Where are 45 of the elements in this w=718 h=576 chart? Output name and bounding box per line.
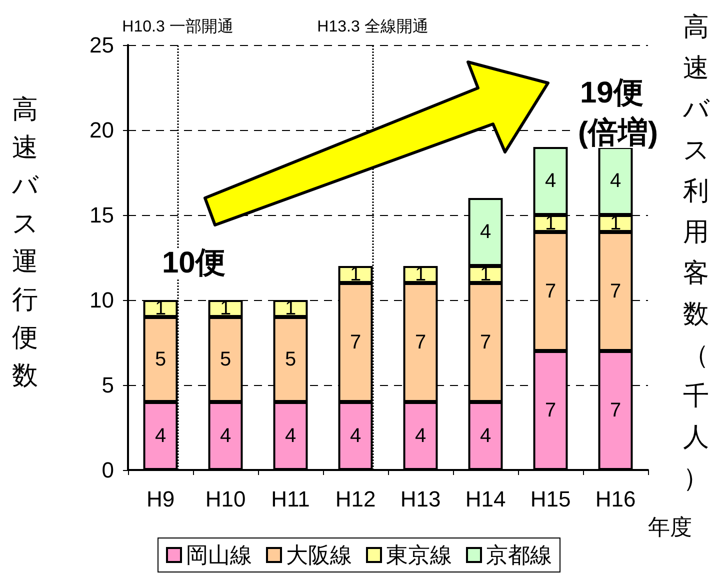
annotation: 10便 [162, 246, 226, 280]
text: 高速バス利用客数（千人） [683, 12, 710, 492]
data-label: 5 [220, 348, 232, 370]
x-axis-title: 年度 [648, 514, 692, 540]
x-tick-label: H12 [335, 486, 376, 512]
data-label: 7 [480, 332, 492, 354]
y-tick-label: 5 [102, 372, 114, 398]
y-tick-label: 25 [90, 32, 114, 58]
data-label: 4 [414, 425, 426, 447]
y-axis-title: 高速バス運行便数 [11, 94, 39, 390]
data-label: 4 [350, 425, 362, 447]
data-label: 7 [544, 400, 556, 422]
data-label: 5 [154, 348, 166, 370]
data-label: 7 [350, 332, 362, 354]
y-tick-label: 20 [90, 118, 114, 142]
data-label: 7 [610, 400, 622, 422]
data-label: 4 [544, 170, 556, 192]
data-label: 5 [284, 348, 296, 370]
y-tick-label: 15 [90, 202, 114, 228]
data-label: 7 [610, 280, 622, 302]
data-label: 4 [154, 425, 166, 447]
legend-label: 東京線 [386, 542, 452, 568]
annotation: (倍増) [578, 116, 658, 150]
x-tick-label: H16 [595, 486, 636, 512]
y-tick-label: 0 [102, 458, 114, 482]
x-tick-label: H13 [400, 486, 441, 512]
x-tick-label: H14 [465, 486, 506, 512]
data-label: 4 [284, 425, 296, 447]
data-label: 4 [480, 221, 492, 243]
data-label: 4 [480, 425, 492, 447]
legend-label: 岡山線 [186, 542, 252, 568]
x-tick-label: H15 [530, 486, 571, 512]
ref-line-label: H13.3 全線開通 [317, 18, 428, 36]
data-label: 4 [220, 425, 232, 447]
data-label: 7 [414, 332, 426, 354]
legend-label: 京都線 [486, 542, 552, 568]
ref-line-label: H10.3 一部開通 [122, 18, 234, 36]
y-tick-label: 10 [90, 288, 114, 312]
annotation: 19便 [580, 76, 644, 110]
x-tick-label: H9 [146, 486, 175, 512]
x-tick-label: H11 [271, 486, 310, 512]
legend-label: 大阪線 [286, 542, 352, 568]
data-label: 4 [610, 170, 622, 192]
x-tick-label: H10 [205, 486, 246, 512]
data-label: 7 [544, 280, 556, 302]
